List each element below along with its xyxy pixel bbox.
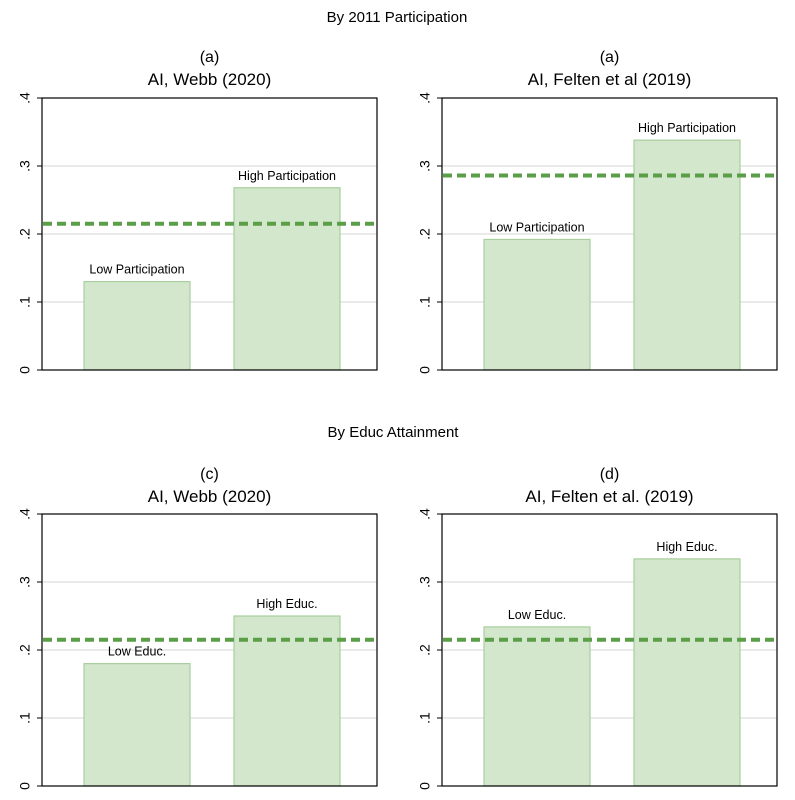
chart-panel-1: (a) AI, Webb (2020) Low Participation High … — [17, 49, 378, 374]
bar-label-high: High Educ. — [256, 597, 317, 611]
y-tick-label-2: .2 — [417, 644, 433, 656]
panels-group: (a) AI, Webb (2020) Low Participation High … — [17, 49, 778, 790]
bar-label-low: Low Educ. — [508, 608, 566, 622]
bar-label-high: High Participation — [238, 169, 336, 183]
y-tick-label-0: 0 — [417, 782, 433, 790]
bar-label-low: Low Participation — [89, 263, 184, 277]
y-tick-label-0: 0 — [17, 782, 33, 790]
section-title-education: By Educ Attainment — [328, 424, 460, 441]
bar-label-high: High Participation — [638, 121, 736, 135]
chart-title: AI, Felten et al (2019) — [528, 70, 691, 89]
bar-high — [233, 187, 341, 371]
chart-title: AI, Webb (2020) — [148, 70, 271, 89]
y-tick-label-3: .3 — [17, 160, 33, 172]
chart-title: AI, Webb (2020) — [148, 487, 271, 506]
y-tick-label-3: .3 — [417, 576, 433, 588]
y-tick-label-1: .1 — [17, 296, 33, 308]
y-tick-label-3: .3 — [17, 576, 33, 588]
chart-panel-2: (a) AI, Felten et al (2019) Low Participat… — [417, 49, 778, 374]
bar-label-low: Low Educ. — [108, 645, 166, 659]
y-tick-label-2: .2 — [17, 644, 33, 656]
y-tick-label-4: .4 — [417, 508, 433, 520]
bar-high — [633, 139, 741, 371]
y-tick-label-2: .2 — [17, 228, 33, 240]
bar-low — [483, 626, 591, 787]
y-tick-label-0: 0 — [417, 366, 433, 374]
y-tick-label-4: .4 — [417, 92, 433, 104]
bar-low — [83, 281, 191, 371]
y-tick-label-3: .3 — [417, 160, 433, 172]
chart-title: AI, Felten et al. (2019) — [525, 487, 693, 506]
y-tick-label-2: .2 — [417, 228, 433, 240]
y-tick-label-1: .1 — [417, 296, 433, 308]
y-tick-label-4: .4 — [17, 508, 33, 520]
panel-label: (c) — [200, 466, 219, 483]
bar-label-high: High Educ. — [656, 540, 717, 554]
bar-high — [633, 558, 741, 787]
chart-panel-3: (c) AI, Webb (2020) Low Educ. High Educ. 0 .1… — [17, 466, 378, 790]
y-tick-label-1: .1 — [17, 712, 33, 724]
y-tick-label-0: 0 — [17, 366, 33, 374]
panel-label: (a) — [600, 49, 620, 66]
chart-panel-4: (d) AI, Felten et al. (2019) Low Educ. High… — [417, 466, 778, 790]
panel-label: (a) — [200, 49, 220, 66]
y-tick-label-1: .1 — [417, 712, 433, 724]
bar-low — [83, 662, 191, 787]
bar-label-low: Low Participation — [489, 220, 584, 234]
bar-high — [233, 615, 341, 787]
panel-label: (d) — [600, 466, 620, 483]
section-title-participation: By 2011 Participation — [327, 9, 468, 26]
y-tick-label-4: .4 — [17, 92, 33, 104]
bar-low — [483, 238, 591, 371]
